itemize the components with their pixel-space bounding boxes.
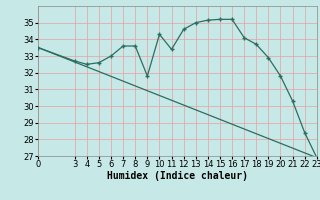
X-axis label: Humidex (Indice chaleur): Humidex (Indice chaleur) bbox=[107, 171, 248, 181]
